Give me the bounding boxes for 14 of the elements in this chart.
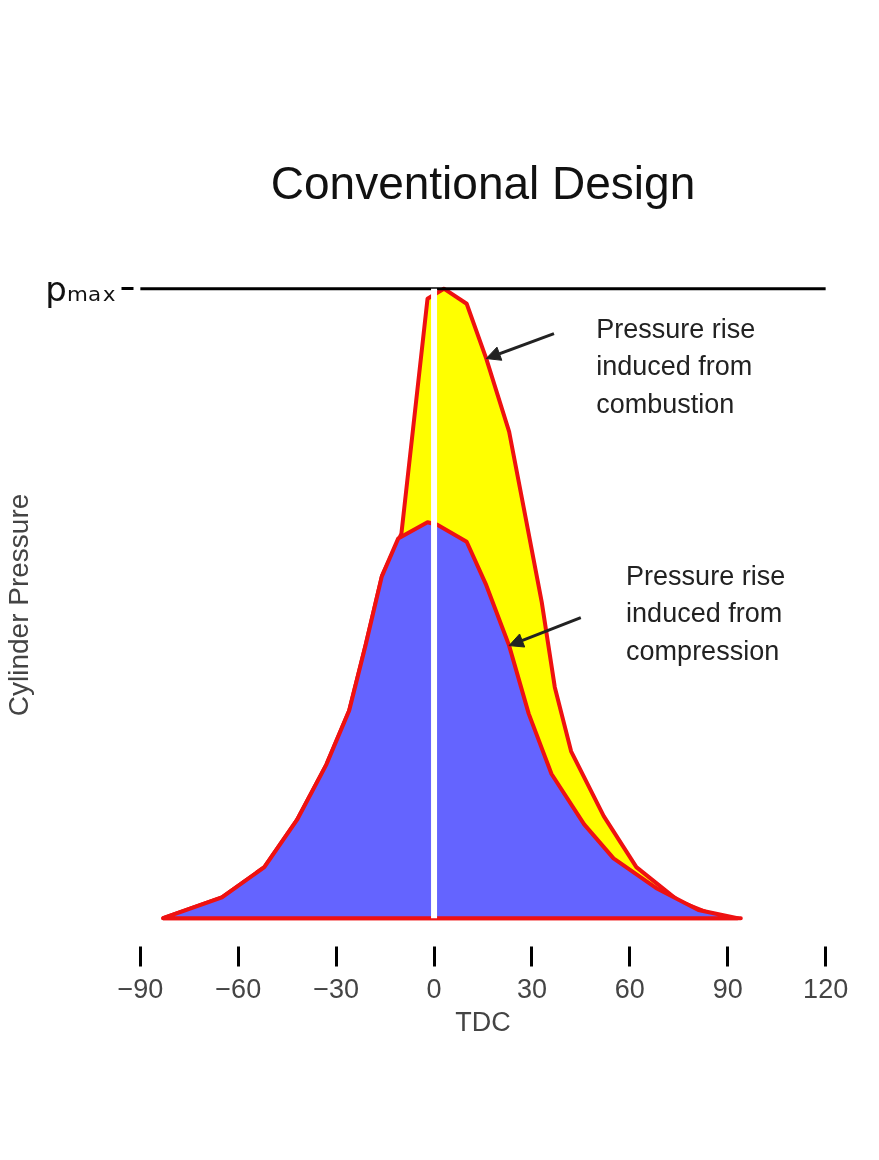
x-tick-label: 60 xyxy=(614,973,645,1004)
x-tick-label: 0 xyxy=(426,973,442,1004)
annotation: Pressure rise induced from combustion xyxy=(596,313,756,419)
chart-title: Conventional Design xyxy=(270,156,696,209)
x-axis-title: TDC xyxy=(455,1006,511,1037)
y-axis-title: Cylinder Pressure xyxy=(3,493,35,717)
x-tick-label: −90 xyxy=(117,973,164,1004)
annotation: Pressure rise induced from compression xyxy=(626,560,786,666)
x-tick-label: −60 xyxy=(215,973,262,1004)
x-tick-label: 120 xyxy=(803,973,849,1004)
x-tick-label: 30 xyxy=(516,973,547,1004)
ref-line-label: pₘₐₓ xyxy=(45,268,117,309)
x-tick-label: −30 xyxy=(313,973,360,1004)
x-tick-label: 90 xyxy=(712,973,743,1004)
